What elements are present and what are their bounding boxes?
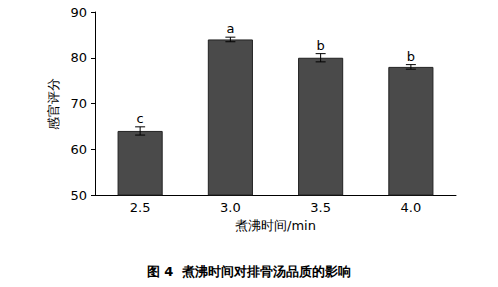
svg-text:感官评分: 感官评分: [46, 78, 61, 130]
svg-text:70: 70: [70, 96, 87, 111]
svg-text:50: 50: [70, 188, 87, 203]
svg-text:3.0: 3.0: [220, 200, 241, 215]
svg-text:60: 60: [70, 142, 87, 157]
svg-text:80: 80: [70, 50, 87, 65]
svg-text:b: b: [407, 49, 415, 64]
svg-text:3.5: 3.5: [310, 200, 331, 215]
svg-text:b: b: [316, 38, 324, 53]
svg-text:90: 90: [70, 5, 87, 20]
svg-text:图 4 煮沸时间对排骨汤品质的影响: 图 4 煮沸时间对排骨汤品质的影响: [147, 264, 352, 279]
svg-text:4.0: 4.0: [401, 200, 422, 215]
svg-text:煮沸时间/min: 煮沸时间/min: [235, 218, 316, 233]
svg-text:a: a: [226, 21, 234, 36]
svg-text:c: c: [137, 111, 144, 126]
svg-text:2.5: 2.5: [130, 200, 151, 215]
